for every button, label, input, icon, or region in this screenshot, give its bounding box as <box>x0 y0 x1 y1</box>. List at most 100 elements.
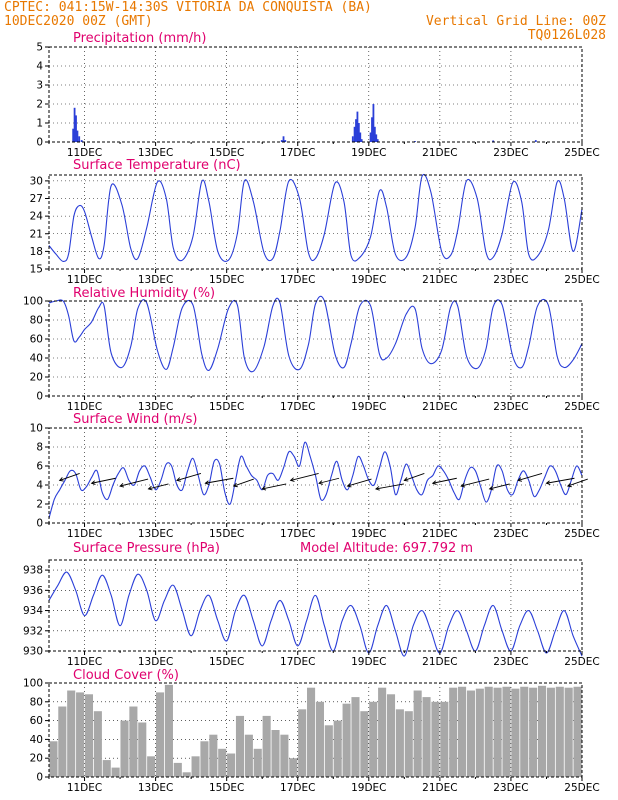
temp-series-line <box>48 173 583 262</box>
cloud-bar <box>342 703 351 777</box>
panel-title: Cloud Cover (%) <box>73 668 179 683</box>
wind-arrow <box>546 477 575 484</box>
precip-bar <box>72 128 75 142</box>
precip-bar <box>353 126 356 142</box>
y-tick-label: 938 <box>23 565 43 577</box>
x-tick-label: 21DEC <box>422 656 457 668</box>
y-tick-label: 15 <box>30 264 43 276</box>
x-tick-label: 19DEC <box>351 528 386 540</box>
panel-pressure: 930 932 934 936 938 11DEC 13DEC 15DEC 17DEC 19DEC… <box>23 541 600 668</box>
y-tick-label: 10 <box>30 423 43 435</box>
precip-bar <box>355 119 357 142</box>
cloud-bar <box>520 686 529 777</box>
precip-bar <box>351 136 354 142</box>
precip-bar <box>375 134 378 142</box>
panel-title: Surface Pressure (hPa) <box>73 541 220 556</box>
wind-arrow <box>205 477 234 484</box>
y-tick-label: 2 <box>36 499 43 511</box>
x-tick-label: 17DEC <box>280 656 315 668</box>
y-tick-label: 60 <box>30 715 43 727</box>
panel-precip: 0 1 2 3 4 5 11DEC 13DEC 15DEC 17DEC 19DEC 21DEC 23DE… <box>36 31 599 159</box>
precip-bar <box>373 126 376 142</box>
cloud-bar <box>209 734 218 777</box>
wind-arrow-head <box>232 482 238 488</box>
wind-arrow <box>489 483 510 490</box>
y-tick-label: 20 <box>30 753 43 765</box>
precip-bar <box>356 111 359 142</box>
y-tick-label: 932 <box>23 625 43 637</box>
cloud-bar <box>84 694 94 777</box>
x-tick-label: 17DEC <box>280 274 315 286</box>
wind-arrow <box>347 478 372 487</box>
wind-arrow-head <box>374 486 380 491</box>
cloud-bar <box>475 688 484 777</box>
x-tick-label: 25DEC <box>564 274 599 286</box>
x-tick-label: 13DEC <box>138 274 173 286</box>
wind-arrow <box>233 478 254 487</box>
wind-arrow-head <box>58 477 64 482</box>
x-tick-label: 11DEC <box>67 147 102 159</box>
header-model-code: TQ0126L028 <box>528 28 606 43</box>
wind-arrow <box>176 472 202 481</box>
wind-arrow-head <box>147 485 153 491</box>
y-tick-label: 4 <box>36 480 43 492</box>
y-tick-label: 0 <box>36 137 43 149</box>
cloud-bar <box>324 725 333 777</box>
wind-arrow <box>262 483 287 490</box>
cloud-bar <box>253 748 262 777</box>
x-tick-label: 13DEC <box>138 656 173 668</box>
precip-bar <box>282 136 285 142</box>
y-tick-label: 60 <box>30 334 43 346</box>
wind-arrow-head <box>346 482 352 488</box>
x-tick-label: 25DEC <box>564 401 599 413</box>
y-tick-label: 27 <box>30 193 43 205</box>
x-tick-label: 23DEC <box>493 274 528 286</box>
x-tick-label: 19DEC <box>351 147 386 159</box>
y-tick-label: 936 <box>23 585 43 597</box>
x-tick-label: 21DEC <box>422 401 457 413</box>
cloud-bar <box>555 686 564 777</box>
wind-arrow-head <box>488 485 494 491</box>
x-tick-label: 15DEC <box>209 147 244 159</box>
wind-arrow-head <box>431 480 437 485</box>
cloud-bar <box>58 706 67 777</box>
x-tick-label: 25DEC <box>564 782 599 794</box>
precip-bar <box>359 132 362 142</box>
panel-frame <box>48 46 583 143</box>
wind-series-line <box>48 441 583 519</box>
y-tick-label: 934 <box>23 605 43 617</box>
panel-frame <box>48 559 583 652</box>
panel-title: Surface Wind (m/s) <box>73 412 197 427</box>
cloud-bar <box>537 685 547 777</box>
x-tick-label: 23DEC <box>493 528 528 540</box>
y-tick-label: 100 <box>23 678 43 690</box>
y-tick-label: 40 <box>30 734 43 746</box>
x-tick-label: 25DEC <box>564 528 599 540</box>
cloud-bar <box>386 694 396 777</box>
x-tick-label: 13DEC <box>138 782 173 794</box>
wind-arrow <box>318 477 340 484</box>
cloud-bar <box>546 687 555 777</box>
x-tick-label: 19DEC <box>351 656 386 668</box>
y-tick-label: 6 <box>36 461 43 473</box>
cloud-bar <box>200 741 209 777</box>
cloud-bar <box>182 772 191 777</box>
cloud-bar <box>307 687 316 777</box>
precip-bar <box>357 123 360 142</box>
cloud-bar <box>227 753 236 777</box>
x-tick-label: 15DEC <box>209 274 244 286</box>
panel-frame <box>48 174 583 270</box>
x-tick-label: 15DEC <box>209 528 244 540</box>
x-tick-label: 15DEC <box>209 656 244 668</box>
wind-arrow-head <box>545 480 551 485</box>
cloud-bar <box>67 690 76 777</box>
y-tick-label: 4 <box>36 61 43 73</box>
cloud-bar <box>111 767 120 777</box>
y-tick-label: 18 <box>30 246 43 258</box>
wind-arrow <box>148 483 169 490</box>
cloud-bar <box>173 762 182 777</box>
wind-arrow <box>432 477 457 484</box>
panel-frame <box>48 682 583 778</box>
x-tick-label: 21DEC <box>422 147 457 159</box>
wind-arrow-head <box>289 477 295 482</box>
